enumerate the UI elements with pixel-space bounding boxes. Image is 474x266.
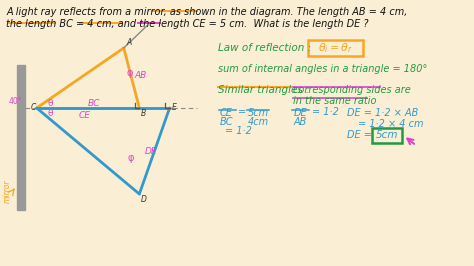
Text: DE =: DE = <box>346 130 374 140</box>
Text: φ: φ <box>127 68 134 78</box>
Bar <box>308 40 363 56</box>
Text: D: D <box>141 195 147 204</box>
Text: A light ray reflects from a mirror, as shown in the diagram. The length AB = 4 c: A light ray reflects from a mirror, as s… <box>7 7 408 17</box>
Text: the length BC = 4 cm, and the length CE = 5 cm.  What is the length DE ?: the length BC = 4 cm, and the length CE … <box>7 19 369 29</box>
Text: =: = <box>238 107 246 117</box>
Text: A: A <box>127 38 132 47</box>
Text: BC: BC <box>220 117 234 127</box>
Bar <box>17 65 25 210</box>
Text: AB: AB <box>293 117 307 127</box>
Text: mirror: mirror <box>3 179 12 203</box>
Text: AB: AB <box>135 70 147 80</box>
Text: B: B <box>141 109 146 118</box>
Text: CE: CE <box>220 108 233 118</box>
Text: θ: θ <box>48 99 53 109</box>
Text: = 1·2 × 4 cm: = 1·2 × 4 cm <box>357 119 423 129</box>
Text: in the same ratio: in the same ratio <box>293 96 377 106</box>
Text: = 1·2: = 1·2 <box>225 126 252 136</box>
Text: 5cm: 5cm <box>375 131 398 140</box>
Text: θ: θ <box>48 109 53 118</box>
Text: DE: DE <box>145 147 157 156</box>
Text: sum of internal angles in a triangle = 180°: sum of internal angles in a triangle = 1… <box>218 64 428 74</box>
Text: Similar triangles :: Similar triangles : <box>218 85 310 95</box>
Text: DE = 1·2 × AB: DE = 1·2 × AB <box>346 108 418 118</box>
Text: BC: BC <box>88 98 100 107</box>
Text: 40°: 40° <box>9 97 22 106</box>
Text: CE: CE <box>79 110 91 119</box>
Text: 5cm: 5cm <box>247 108 269 118</box>
Text: corresponding sides are: corresponding sides are <box>293 85 411 95</box>
Text: 4cm: 4cm <box>247 117 269 127</box>
Bar <box>372 128 401 143</box>
Text: C: C <box>30 102 36 111</box>
Text: DE: DE <box>293 108 307 118</box>
Text: φ: φ <box>128 153 134 163</box>
Text: Law of reflection :: Law of reflection : <box>218 43 311 53</box>
Text: $\theta_i = \theta_r$: $\theta_i = \theta_r$ <box>318 41 353 55</box>
Text: = 1·2: = 1·2 <box>312 107 338 117</box>
Text: E: E <box>172 102 176 111</box>
